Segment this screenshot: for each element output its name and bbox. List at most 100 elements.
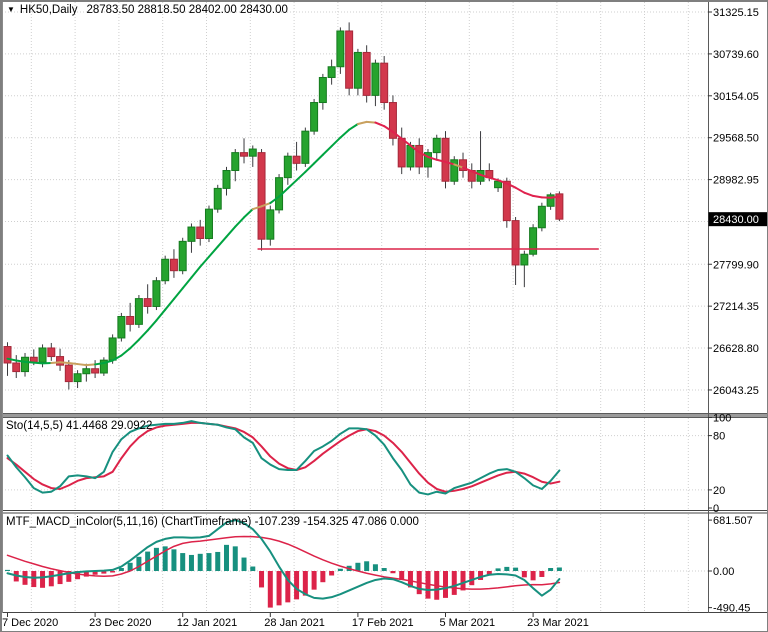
price-axis-label: 27214.35 bbox=[713, 301, 759, 313]
current-price-tag-label: 28430.00 bbox=[713, 214, 759, 226]
macd-histogram-bar bbox=[372, 564, 378, 571]
ma-segment bbox=[523, 191, 535, 197]
bull-candle bbox=[108, 337, 117, 361]
ma-segment bbox=[155, 308, 167, 322]
time-axis-area[interactable] bbox=[1, 613, 768, 632]
macd-histogram-bar bbox=[530, 571, 536, 581]
macd-histogram-bar bbox=[486, 571, 492, 576]
ma-segment bbox=[426, 155, 438, 161]
bull-candle bbox=[99, 359, 108, 374]
macd-histogram-bar bbox=[294, 571, 300, 600]
ma-segment bbox=[295, 170, 307, 182]
macd-histogram-bar bbox=[381, 568, 387, 571]
bull-candle bbox=[134, 298, 143, 325]
macd-histogram-bar bbox=[399, 571, 405, 580]
ma-segment bbox=[146, 319, 158, 332]
macd-histogram-bar bbox=[92, 571, 98, 575]
macd-histogram-bar bbox=[495, 568, 501, 571]
ma-segment bbox=[199, 255, 210, 268]
bear-candle bbox=[240, 152, 249, 157]
ma-segment bbox=[286, 179, 298, 190]
bear-candle bbox=[196, 226, 205, 239]
bull-candle bbox=[310, 102, 319, 132]
macd-histogram-bar bbox=[337, 568, 343, 571]
bull-candle bbox=[494, 180, 503, 189]
macd-histogram-bar bbox=[57, 571, 63, 585]
bull-candle bbox=[178, 240, 187, 272]
sto-percent-k-line bbox=[6, 420, 561, 496]
bear-candle bbox=[143, 298, 152, 307]
bull-candle bbox=[423, 152, 432, 168]
bear-candle bbox=[3, 346, 12, 364]
bear-candle bbox=[91, 368, 100, 374]
macd-histogram-bar bbox=[320, 571, 326, 583]
ma-segment bbox=[102, 359, 114, 364]
ma-segment bbox=[365, 120, 377, 124]
ma-segment bbox=[207, 245, 219, 258]
ma-segment bbox=[444, 160, 456, 166]
ma-segment bbox=[505, 182, 517, 189]
ma-segment bbox=[330, 136, 342, 148]
bull-candle bbox=[529, 227, 538, 255]
ma-segment bbox=[321, 145, 333, 156]
macd-histogram-bar bbox=[407, 571, 413, 588]
bear-candle bbox=[380, 62, 389, 104]
bull-candle bbox=[266, 209, 275, 240]
macd-histogram-bar bbox=[127, 562, 133, 571]
ma-segment bbox=[50, 361, 62, 364]
ma-segment bbox=[59, 361, 70, 364]
macd-histogram-bar bbox=[329, 571, 335, 576]
macd-histogram-bar bbox=[215, 551, 221, 571]
time-axis-label: 23 Dec 2020 bbox=[89, 617, 151, 629]
sto-axis-label: 0 bbox=[713, 503, 719, 515]
bear-candle bbox=[56, 356, 65, 366]
price-axis-label: 30739.60 bbox=[713, 49, 759, 61]
macd-histogram-bar bbox=[285, 571, 291, 603]
bear-candle bbox=[502, 180, 511, 222]
macd-histogram-bar bbox=[75, 571, 81, 580]
macd-histogram-bar bbox=[224, 544, 229, 571]
macd-histogram-bar bbox=[513, 567, 519, 571]
current-price-tag bbox=[708, 212, 767, 227]
time-axis-label: 28 Jan 2021 bbox=[264, 617, 325, 629]
macd-histogram-bar bbox=[478, 571, 484, 580]
macd-panel-area[interactable] bbox=[2, 514, 708, 613]
bull-candle bbox=[82, 368, 91, 375]
macd-histogram-bar bbox=[66, 571, 72, 582]
ma-segment bbox=[120, 347, 132, 357]
bull-candle bbox=[327, 66, 336, 78]
bear-candle bbox=[257, 152, 266, 240]
sto-axis-label: 20 bbox=[713, 485, 725, 497]
chevron-down-icon[interactable]: ▼ bbox=[7, 5, 15, 14]
ma-segment bbox=[348, 122, 359, 131]
ma-segment bbox=[243, 208, 254, 219]
macd-histogram-bar bbox=[443, 571, 448, 598]
ma-segment bbox=[313, 153, 324, 165]
macd-histogram-bar bbox=[48, 571, 54, 587]
bull-candle bbox=[222, 170, 231, 189]
ma-segment bbox=[6, 357, 18, 362]
ma-segment bbox=[32, 361, 44, 365]
ma-segment bbox=[391, 130, 403, 140]
macd-histogram-bar bbox=[460, 571, 466, 591]
macd-histogram-bar bbox=[206, 553, 212, 571]
ma-segment bbox=[111, 354, 123, 362]
ma-segment bbox=[479, 173, 491, 179]
macd-histogram-bar bbox=[232, 546, 238, 571]
macd-histogram-bar bbox=[539, 571, 545, 577]
macd-histogram-bar bbox=[302, 571, 308, 596]
bull-candle bbox=[73, 373, 82, 383]
ma-segment bbox=[453, 163, 465, 169]
bull-candle bbox=[406, 144, 415, 168]
ma-segment bbox=[190, 265, 202, 279]
panel-separator[interactable] bbox=[1, 413, 768, 418]
macd-axis-label: 681.507 bbox=[713, 515, 753, 527]
ma-segment bbox=[216, 235, 228, 248]
bull-candle bbox=[231, 152, 240, 172]
macd-histogram-bar bbox=[162, 546, 168, 571]
bear-candle bbox=[64, 364, 73, 383]
price-axis-label: 31325.15 bbox=[713, 7, 759, 19]
macd-histogram-bar bbox=[5, 569, 10, 571]
bear-candle bbox=[459, 159, 468, 172]
